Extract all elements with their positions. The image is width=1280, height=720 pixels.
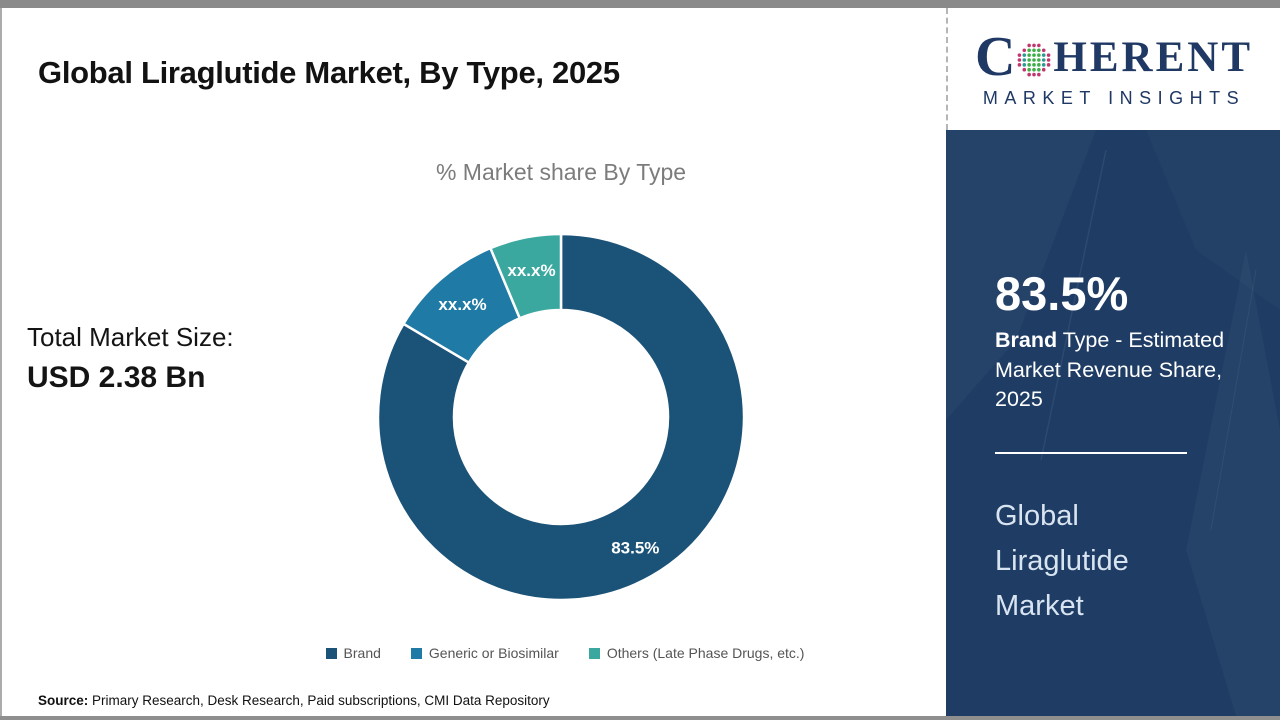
globe-dot xyxy=(1032,58,1037,62)
globe-dot xyxy=(1022,67,1027,72)
globe-dot xyxy=(1032,48,1037,53)
legend-item: Brand xyxy=(325,645,381,661)
globe-dot xyxy=(1027,58,1032,62)
globe-dot xyxy=(1042,67,1046,72)
chart-legend: Brand Generic or Biosimilar Others (Late P… xyxy=(240,645,890,661)
globe-dot xyxy=(1027,72,1032,77)
globe-dot xyxy=(1027,48,1032,53)
left-border xyxy=(0,8,2,718)
logo-letter-c: C xyxy=(974,26,1016,88)
stat-description-rest: Type - Estimated Market Revenue Share, 2… xyxy=(995,328,1225,412)
coherent-logo: C HERENT MARKET INSIGHTS xyxy=(948,8,1280,130)
globe-dot xyxy=(1018,53,1022,57)
stat-description-bold: Brand xyxy=(995,328,1058,352)
legend-swatch xyxy=(325,647,337,659)
globe-dot xyxy=(1022,48,1027,53)
globe-dot xyxy=(1032,53,1037,57)
globe-dot xyxy=(1032,63,1037,67)
globe-dot xyxy=(1018,63,1022,67)
globe-dot xyxy=(1047,63,1051,67)
globe-dot xyxy=(1027,67,1032,72)
source-label: Source: xyxy=(38,693,89,708)
logo-letters-herent: HERENT xyxy=(1053,33,1254,81)
legend-item: Others (Late Phase Drugs, etc.) xyxy=(588,645,805,661)
stat-description: Brand Type - Estimated Market Revenue Sh… xyxy=(995,326,1237,415)
globe-dot xyxy=(1037,53,1042,57)
dashed-separator xyxy=(946,8,948,130)
stat-value: 83.5% xyxy=(995,267,1129,320)
highlight-sidebar: 83.5% Brand Type - Estimated Market Reve… xyxy=(946,130,1280,716)
page-title: Global Liraglutide Market, By Type, 2025 xyxy=(38,54,620,90)
top-bar xyxy=(0,0,1280,8)
globe-dot xyxy=(1047,58,1051,62)
donut-chart: 83.5% xx.x% xx.x% xyxy=(376,232,746,602)
globe-dot xyxy=(1027,43,1032,48)
globe-dot xyxy=(1027,53,1032,57)
slice-label-2: xx.x% xyxy=(507,261,555,280)
donut-slice-2 xyxy=(488,232,563,320)
globe-dot xyxy=(1032,67,1037,72)
globe-dot xyxy=(1022,53,1027,57)
globe-dot xyxy=(1032,43,1037,48)
globe-dot xyxy=(1018,58,1022,62)
sidebar-market-name: Global Liraglutide Market xyxy=(995,499,1129,622)
legend-label: Brand xyxy=(343,645,381,661)
globe-dot xyxy=(1037,48,1042,53)
world-map-pattern xyxy=(1040,149,1257,531)
globe-dot xyxy=(1022,63,1027,67)
globe-dot xyxy=(1037,72,1042,77)
logo-wordmark: C HERENT xyxy=(975,29,1253,85)
slice-label-0: 83.5% xyxy=(611,538,659,557)
legend-label: Others (Late Phase Drugs, etc.) xyxy=(606,645,805,661)
legend-swatch xyxy=(410,647,422,659)
globe-dot xyxy=(1037,63,1042,67)
legend-label: Generic or Biosimilar xyxy=(428,645,559,661)
legend-swatch xyxy=(588,647,600,659)
total-market-size-value: USD 2.38 Bn xyxy=(27,361,206,394)
source-text: Primary Research, Desk Research, Paid su… xyxy=(88,693,550,708)
sidebar-content: 83.5% Brand Type - Estimated Market Reve… xyxy=(946,130,1280,629)
total-market-size-label: Total Market Size: xyxy=(27,322,234,352)
bottom-border xyxy=(0,716,1280,720)
chart-title: % Market share By Type xyxy=(435,159,687,185)
globe-dot xyxy=(1042,63,1046,67)
logo-subtitle: MARKET INSIGHTS xyxy=(982,88,1246,108)
globe-dot xyxy=(1027,63,1032,67)
donut-slice-0 xyxy=(376,232,746,602)
globe-dots-icon xyxy=(1018,43,1051,77)
globe-dot xyxy=(1037,43,1042,48)
globe-dot xyxy=(1047,53,1051,57)
globe-dot xyxy=(1022,58,1027,62)
globe-dot xyxy=(1037,67,1042,72)
sidebar-divider xyxy=(995,451,1187,454)
legend-item: Generic or Biosimilar xyxy=(410,645,559,661)
globe-dot xyxy=(1042,48,1046,53)
source-note: Source: Primary Research, Desk Research,… xyxy=(38,693,550,708)
globe-dot xyxy=(1037,58,1042,62)
total-market-size: Total Market Size: USD 2.38 Bn xyxy=(27,322,234,395)
globe-dot xyxy=(1032,72,1037,77)
globe-dot xyxy=(1042,53,1046,57)
slice-label-1: xx.x% xyxy=(438,295,486,314)
globe-dot xyxy=(1042,58,1046,62)
